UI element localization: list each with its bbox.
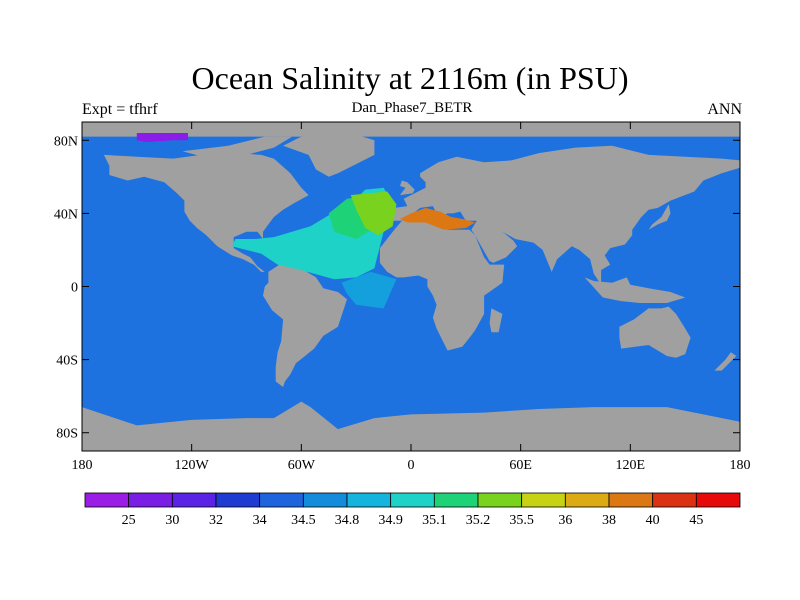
equatorial-atlantic-salinity (341, 271, 397, 309)
map-axes: 180 120W 60W 0 60E 120E 180 80N 40N 0 40S 80S (54, 121, 751, 473)
colorbar-label: 34.5 (291, 513, 316, 528)
colorbar-label: 25 (122, 513, 136, 528)
colorbar-swatch (477, 492, 523, 508)
x-tick-label: 120W (175, 458, 210, 473)
land-madagascar (489, 308, 503, 333)
colorbar-swatch (215, 492, 261, 508)
land-uk (400, 180, 415, 196)
land-indonesia (584, 277, 686, 303)
land-eurasia (392, 145, 740, 285)
x-tick-label: 60E (509, 458, 532, 473)
colorbar-swatch (171, 492, 217, 508)
y-tick-label: 80S (56, 427, 78, 442)
land-south-america (263, 264, 347, 387)
colorbar-swatch (128, 492, 173, 508)
colorbar-swatch (608, 492, 654, 508)
y-tick-label: 40S (56, 354, 78, 369)
arctic-low-salinity (136, 133, 188, 143)
x-tick-label: 0 (408, 458, 415, 473)
colorbar-label: 35.1 (422, 513, 447, 528)
land-arabia (475, 228, 517, 263)
colorbar-swatch (302, 492, 348, 508)
colorbar-swatch (433, 492, 479, 508)
colorbar: 25 30 32 34 34.5 34.8 34.9 35.1 35.2 35.5 36 38 40 45 (84, 492, 741, 528)
land-new-zealand (714, 352, 737, 371)
colorbar-label: 32 (209, 513, 223, 528)
chart-title: Ocean Salinity at 2116m (in PSU) (191, 60, 629, 96)
chart-subtitle: Dan_Phase7_BETR (351, 100, 473, 116)
x-tick-label: 180 (730, 458, 751, 473)
land-africa (379, 218, 505, 351)
colorbar-swatch (390, 492, 435, 508)
y-tick-label: 0 (71, 281, 78, 296)
colorbar-label: 36 (558, 513, 572, 528)
land-antarctica (82, 401, 740, 451)
x-tick-label: 120E (616, 458, 646, 473)
colorbar-swatch (84, 492, 130, 508)
colorbar-swatch (346, 492, 392, 508)
eastern-atlantic-salinity (350, 191, 397, 236)
colorbar-label: 34.9 (378, 513, 403, 528)
x-tick-label: 180 (72, 458, 93, 473)
y-tick-label: 80N (54, 134, 78, 149)
colorbar-swatch (652, 492, 697, 508)
colorbar-swatch (695, 492, 741, 508)
land-north-america (103, 153, 309, 272)
experiment-label: Expt = tfhrf (82, 101, 158, 118)
map-area (82, 122, 740, 451)
colorbar-swatch (521, 492, 566, 508)
colorbar-label: 30 (165, 513, 179, 528)
season-label: ANN (707, 101, 742, 118)
mediterranean-high-salinity (400, 207, 475, 230)
colorbar-label: 35.2 (466, 513, 491, 528)
colorbar-label: 34.8 (335, 513, 360, 528)
land-greenland (283, 134, 375, 177)
colorbar-swatch (259, 492, 304, 508)
colorbar-label: 38 (602, 513, 616, 528)
land-australia (619, 306, 691, 358)
land-arctic-islands (182, 136, 293, 159)
land-japan (648, 204, 671, 230)
colorbar-label: 45 (689, 513, 703, 528)
land-north-cap (82, 122, 740, 137)
y-tick-label: 40N (54, 207, 78, 222)
colorbar-swatch (564, 492, 610, 508)
colorbar-label: 34 (253, 513, 267, 528)
x-tick-label: 60W (288, 458, 316, 473)
colorbar-label: 35.5 (509, 513, 534, 528)
colorbar-label: 40 (646, 513, 660, 528)
